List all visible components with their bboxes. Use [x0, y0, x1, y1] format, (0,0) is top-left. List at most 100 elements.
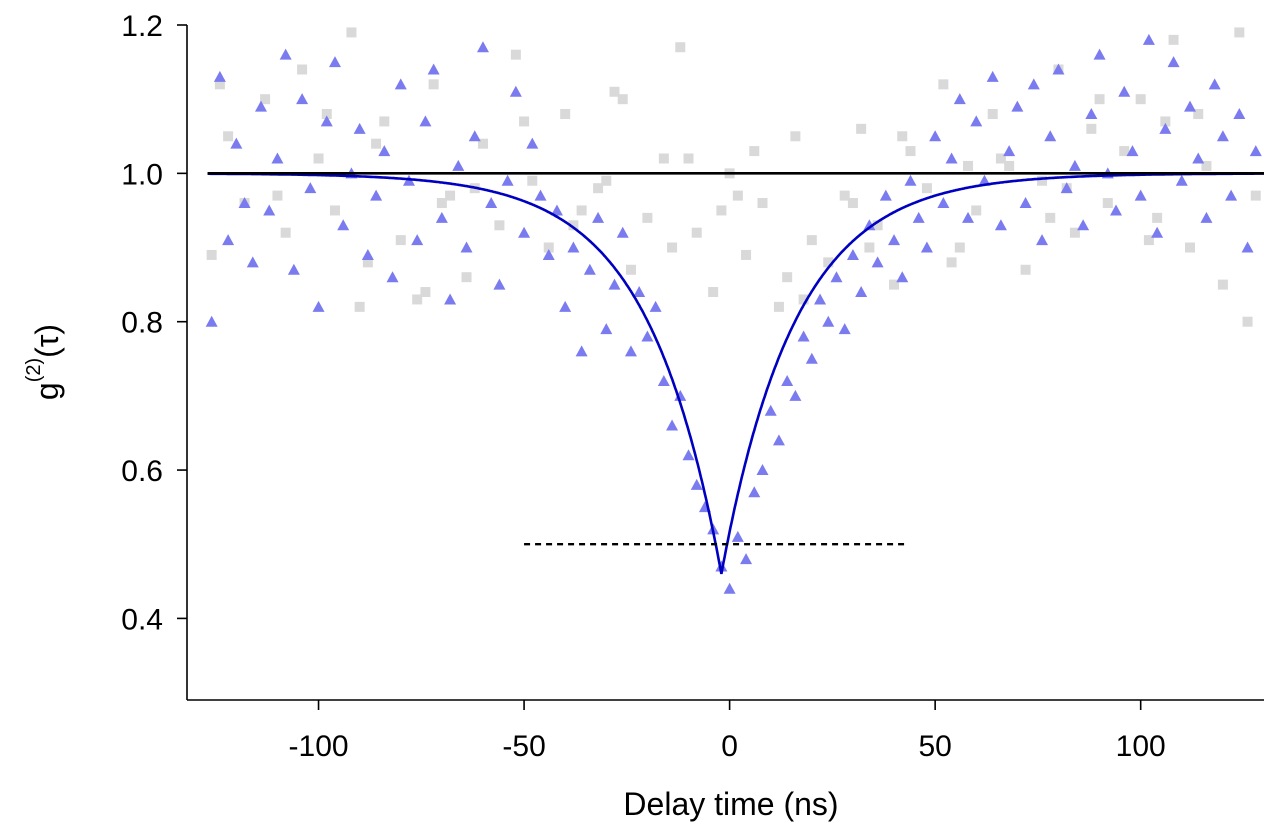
triangle-point	[1208, 78, 1221, 90]
triangle-point	[1142, 33, 1155, 45]
triangle-point	[986, 70, 999, 82]
square-points-series	[206, 27, 1261, 327]
square-point	[732, 190, 743, 201]
square-point	[963, 160, 974, 171]
triangle-point	[370, 189, 383, 201]
square-point	[708, 287, 719, 298]
square-point	[560, 109, 571, 120]
triangle-point	[970, 115, 983, 127]
square-point	[1102, 198, 1113, 209]
square-point	[280, 227, 291, 238]
square-point	[477, 138, 488, 149]
triangle-point	[1118, 85, 1131, 97]
square-point	[260, 94, 271, 105]
triangle-point	[575, 345, 588, 357]
square-point	[798, 294, 809, 305]
square-point	[371, 138, 382, 149]
triangle-point	[435, 211, 448, 223]
triangle-point	[846, 248, 859, 260]
triangle-point	[805, 352, 818, 364]
triangle-point	[1241, 241, 1254, 253]
square-point	[362, 257, 373, 268]
square-point	[1135, 94, 1146, 105]
square-point	[773, 301, 784, 312]
square-point	[313, 153, 324, 164]
triangle-point	[953, 93, 966, 105]
triangle-point	[1019, 197, 1032, 209]
square-point	[675, 42, 686, 53]
triangle-point	[1068, 159, 1081, 171]
square-point	[667, 242, 678, 253]
square-point	[1094, 94, 1105, 105]
x-tick-label: 100	[1116, 730, 1166, 763]
square-point	[921, 183, 932, 194]
square-point	[379, 116, 390, 127]
triangle-point	[657, 375, 670, 387]
square-point	[946, 257, 957, 268]
square-point	[757, 198, 768, 209]
triangle-point	[715, 560, 728, 572]
square-point	[428, 79, 439, 90]
y-axis-label-base: g	[29, 382, 65, 400]
square-point	[354, 301, 365, 312]
square-point	[527, 175, 538, 186]
square-point	[1217, 279, 1228, 290]
square-point	[987, 109, 998, 120]
square-point	[1004, 160, 1015, 171]
triangle-point	[863, 219, 876, 231]
triangle-point	[920, 241, 933, 253]
square-point	[601, 175, 612, 186]
square-point	[897, 131, 908, 142]
triangle-point	[682, 449, 695, 461]
triangle-point	[444, 293, 457, 305]
triangle-point	[411, 234, 424, 246]
triangle-point	[814, 293, 827, 305]
square-point	[346, 27, 357, 38]
square-point	[790, 131, 801, 142]
triangle-points-series	[205, 33, 1262, 594]
triangle-point	[789, 389, 802, 401]
triangle-point	[238, 197, 251, 209]
triangle-point	[904, 174, 917, 186]
square-point	[1193, 109, 1204, 120]
triangle-point	[246, 256, 259, 268]
square-point	[543, 242, 554, 253]
triangle-point	[1011, 100, 1024, 112]
triangle-point	[641, 330, 654, 342]
square-point	[856, 123, 867, 134]
triangle-point	[896, 271, 909, 283]
triangle-point	[222, 234, 235, 246]
triangle-point	[608, 278, 621, 290]
triangle-point	[1151, 226, 1164, 238]
square-point	[658, 153, 669, 164]
square-point	[782, 272, 793, 283]
triangle-point	[1249, 145, 1262, 157]
triangle-point	[1044, 130, 1057, 142]
triangle-point	[304, 182, 317, 194]
square-point	[1152, 212, 1163, 223]
x-tick-label: -50	[502, 730, 545, 763]
triangle-point	[764, 404, 777, 416]
x-axis-ticks: -100 -50 0 50 100	[289, 700, 1166, 763]
triangle-point	[509, 85, 522, 97]
triangle-point	[559, 300, 572, 312]
square-point	[749, 146, 760, 157]
triangle-point	[592, 211, 605, 223]
square-point	[1242, 316, 1253, 327]
triangle-point	[213, 70, 226, 82]
triangle-point	[501, 174, 514, 186]
square-point	[971, 205, 982, 216]
square-point	[1160, 116, 1171, 127]
square-point	[420, 287, 431, 298]
triangle-point	[830, 271, 843, 283]
triangle-point	[312, 300, 325, 312]
triangle-point	[1126, 145, 1139, 157]
triangle-point	[1060, 182, 1073, 194]
fit-curve	[207, 172, 1264, 575]
triangle-point	[1052, 63, 1065, 75]
square-point	[905, 146, 916, 157]
triangle-point	[937, 197, 950, 209]
triangle-point	[633, 286, 646, 298]
triangle-point	[485, 197, 498, 209]
